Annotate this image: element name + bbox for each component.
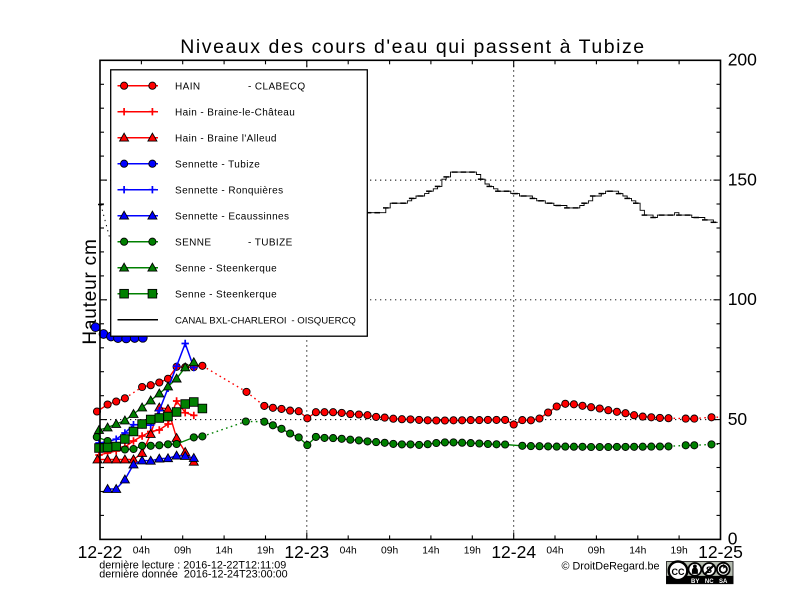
- svg-text:© DroitDeRegard.be: © DroitDeRegard.be: [562, 561, 660, 573]
- svg-text:14h: 14h: [216, 546, 233, 557]
- svg-text:04h: 04h: [340, 546, 357, 557]
- svg-text:19h: 19h: [464, 546, 481, 557]
- svg-text:14h: 14h: [629, 546, 646, 557]
- svg-text:12-24: 12-24: [491, 542, 536, 562]
- svg-text:BY: BY: [691, 579, 699, 585]
- svg-text:dernière lecture : 2016-12-22T: dernière lecture : 2016-12-22T12:11:09: [99, 560, 286, 572]
- svg-text:SENNE: SENNE: [175, 237, 211, 248]
- svg-text:dernière donnée 2016-12-24T23: dernière donnée 2016-12-24T23:00:00: [99, 569, 288, 581]
- svg-text:CANAL BXL-CHARLEROI - OISQUERC: CANAL BXL-CHARLEROI - OISQUERCQ: [175, 315, 356, 326]
- svg-text:09h: 09h: [381, 546, 398, 557]
- svg-text:12-23: 12-23: [284, 542, 329, 562]
- svg-text:NC: NC: [705, 579, 714, 585]
- svg-text:CC: CC: [672, 567, 685, 577]
- svg-text:Sennette - Tubize: Sennette - Tubize: [175, 159, 260, 170]
- svg-text:Senne - Steenkerque: Senne - Steenkerque: [175, 289, 277, 300]
- svg-text:04h: 04h: [546, 546, 563, 557]
- svg-text:Senne - Steenkerque: Senne - Steenkerque: [175, 263, 277, 274]
- svg-text:200: 200: [728, 50, 757, 70]
- svg-text:19h: 19h: [257, 546, 274, 557]
- svg-text:Sennette - Ronquières: Sennette - Ronquières: [175, 185, 283, 196]
- svg-text:09h: 09h: [174, 546, 191, 557]
- svg-text:Hain - Braine-le-Château: Hain - Braine-le-Château: [175, 107, 295, 118]
- svg-text:19h: 19h: [671, 546, 688, 557]
- svg-text:12-22: 12-22: [78, 542, 123, 562]
- svg-text:Hain - Braine l'Alleud: Hain - Braine l'Alleud: [175, 133, 277, 144]
- svg-text:- TUBIZE: - TUBIZE: [248, 237, 293, 248]
- svg-text:HAIN: HAIN: [175, 81, 201, 92]
- svg-text:Sennette - Ecaussinnes: Sennette - Ecaussinnes: [175, 211, 289, 222]
- svg-text:04h: 04h: [133, 546, 150, 557]
- svg-text:150: 150: [728, 169, 757, 189]
- svg-text:09h: 09h: [588, 546, 605, 557]
- svg-text:Hauteur cm: Hauteur cm: [80, 238, 101, 344]
- svg-text:0: 0: [728, 529, 738, 549]
- svg-text:50: 50: [728, 409, 748, 429]
- svg-text:14h: 14h: [422, 546, 439, 557]
- svg-text:100: 100: [728, 289, 757, 309]
- svg-text:Niveaux des cours d'eau qui pa: Niveaux des cours d'eau qui passent à Tu…: [180, 36, 645, 58]
- svg-text:- CLABECQ: - CLABECQ: [248, 81, 306, 92]
- svg-text:SA: SA: [719, 579, 728, 585]
- svg-text:12-25: 12-25: [698, 542, 743, 562]
